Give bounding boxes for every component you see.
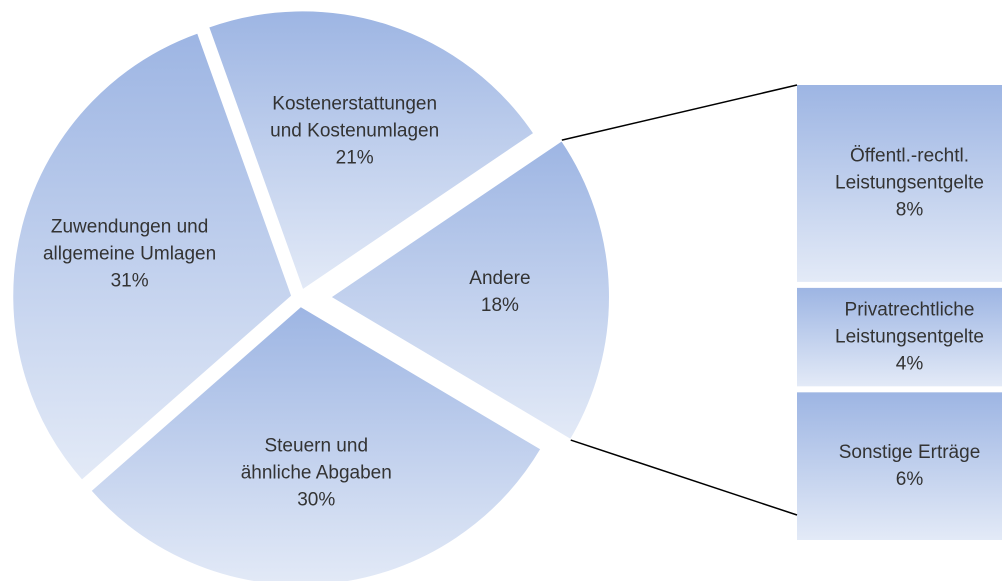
connector xyxy=(570,439,798,516)
pie-slice xyxy=(206,9,536,292)
pie-slice xyxy=(11,31,294,483)
slice-label-text: Kostenerstattungen und Kostenumlagen xyxy=(270,93,440,142)
bar-label-text: 4% xyxy=(895,353,924,375)
bar-label-text: Privatrechtliche Leistungsentgelte xyxy=(835,299,984,348)
bar-label-text: Öffentl.-rechtl. Leistungsentgelte xyxy=(835,145,984,194)
slice-label: Andere 18% xyxy=(469,265,530,319)
slice-label: Zuwendungen und allgemeine Umlagen 31% xyxy=(43,213,216,294)
pie-slice xyxy=(328,138,611,442)
slice-label-text: 30% xyxy=(297,489,336,511)
bar-label-text: 6% xyxy=(895,469,924,491)
pie-slice xyxy=(88,304,543,581)
bar-label: Öffentl.-rechtl. Leistungsentgelte 8% xyxy=(835,143,984,224)
slice-label: Steuern und ähnliche Abgaben 30% xyxy=(241,433,392,514)
bar-segment xyxy=(797,287,1002,387)
slice-label: Kostenerstattungen und Kostenumlagen 21% xyxy=(270,90,439,171)
bar-label: Sonstige Erträge 6% xyxy=(839,439,981,493)
slice-label-text: 18% xyxy=(480,295,519,317)
slice-label-text: Andere xyxy=(469,268,531,290)
bar-label: Privatrechtliche Leistungsentgelte 4% xyxy=(835,297,984,378)
bar-label-text: 8% xyxy=(895,199,924,221)
slice-label-text: Zuwendungen und allgemeine Umlagen xyxy=(42,216,217,265)
bar-segment xyxy=(797,85,1002,282)
bar-segment xyxy=(797,392,1002,540)
connector xyxy=(561,84,798,141)
slice-label-text: 21% xyxy=(335,147,374,169)
bar-label-text: Sonstige Erträge xyxy=(838,442,981,464)
slice-label-text: Steuern und ähnliche Abgaben xyxy=(240,435,392,484)
slice-label-text: 31% xyxy=(110,270,149,292)
